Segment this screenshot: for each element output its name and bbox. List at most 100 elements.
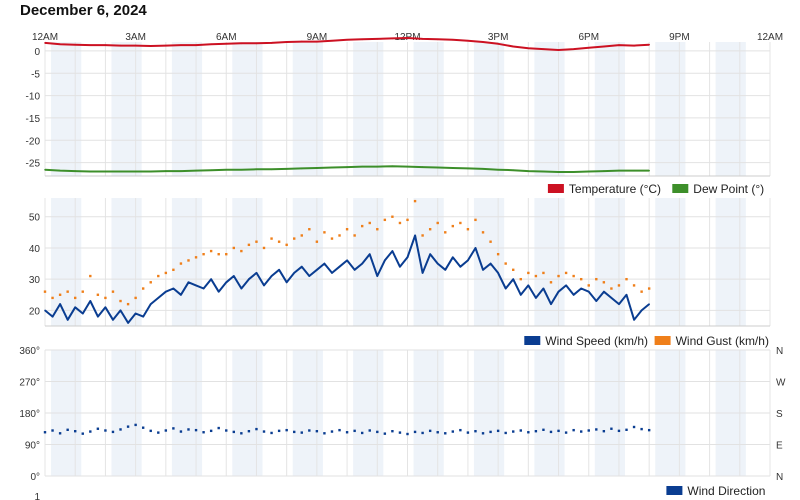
data-point [232,430,236,434]
legend-label: Temperature (°C) [569,182,661,196]
hour-stripe [715,42,746,176]
grid-lines [44,42,771,477]
data-point [368,253,371,255]
data-point [542,48,545,50]
data-point [247,243,251,247]
data-point [59,303,61,305]
y-tick-label: 1 [34,492,40,500]
data-point [270,42,273,44]
data-point [149,429,152,433]
compass-tick-label: N [776,472,783,483]
time-tick-label: 12AM [32,32,58,43]
data-point [353,234,356,237]
data-point [285,168,288,170]
data-point [595,428,598,431]
data-point [277,429,281,433]
data-point [112,318,114,321]
data-point [519,277,522,281]
data-point [648,303,650,305]
data-point [104,429,107,432]
data-point [436,38,439,41]
data-point [262,430,266,433]
data-point [376,38,379,40]
data-point [179,430,183,433]
data-point [512,45,515,48]
data-point [331,166,333,169]
data-point [549,281,553,284]
data-point [262,246,266,250]
hour-stripe [292,198,323,326]
data-point [647,287,651,290]
data-point [391,430,394,433]
data-point [399,265,401,268]
hour-stripe [171,198,203,326]
data-point [368,429,371,432]
data-point [482,41,484,43]
y-tick-label: 0 [34,47,40,58]
data-point [300,234,303,237]
data-point [44,309,46,312]
time-tick-label: 9AM [307,32,328,43]
data-point [436,262,439,265]
data-point [119,309,122,312]
data-point [428,228,432,231]
data-point [413,430,417,434]
data-point [610,427,613,430]
data-point [421,38,424,40]
y-tick-label: 50 [29,213,41,224]
data-point [202,252,205,256]
data-point [391,37,394,40]
data-point [640,309,643,312]
data-point [66,290,69,293]
hour-stripe [111,198,142,326]
data-point [429,253,431,255]
legend-label: Wind Speed (km/h) [545,334,648,348]
data-point [391,250,394,252]
data-point [648,169,650,172]
data-point [240,42,243,45]
data-point [496,252,500,256]
data-point [233,275,235,277]
data-point [406,218,409,222]
data-point [81,432,84,435]
data-point [534,274,538,278]
data-point [428,429,432,433]
data-point [89,274,92,278]
data-point [66,428,69,431]
hour-stripe [51,42,82,176]
data-point [338,265,341,268]
data-point [497,168,499,171]
time-tick-label: 3PM [488,32,509,43]
time-tick-label: 3AM [125,32,146,43]
data-point [315,430,319,433]
data-point [240,249,243,253]
data-point [164,429,168,432]
data-point [557,49,560,51]
night-stripes [51,42,746,476]
data-point [572,48,575,50]
data-point [527,431,530,434]
data-point [640,290,643,293]
time-tick-label: 9PM [669,32,690,43]
compass-tick-label: W [776,378,786,389]
data-point [572,171,575,173]
data-point [542,170,545,173]
data-point [119,428,122,431]
data-point [489,240,492,243]
data-point [587,429,590,432]
y-tick-label: -25 [26,159,41,170]
data-point [180,44,182,46]
data-point [564,431,568,434]
data-point [225,252,228,256]
data-point [512,430,515,433]
data-point [481,231,485,234]
data-point [557,429,560,433]
data-point [210,169,212,171]
data-point [376,165,379,168]
hour-stripe [534,198,565,326]
data-point [126,425,130,428]
data-point [96,427,100,430]
data-point [149,170,152,173]
data-point [451,224,455,228]
data-point [104,296,107,300]
